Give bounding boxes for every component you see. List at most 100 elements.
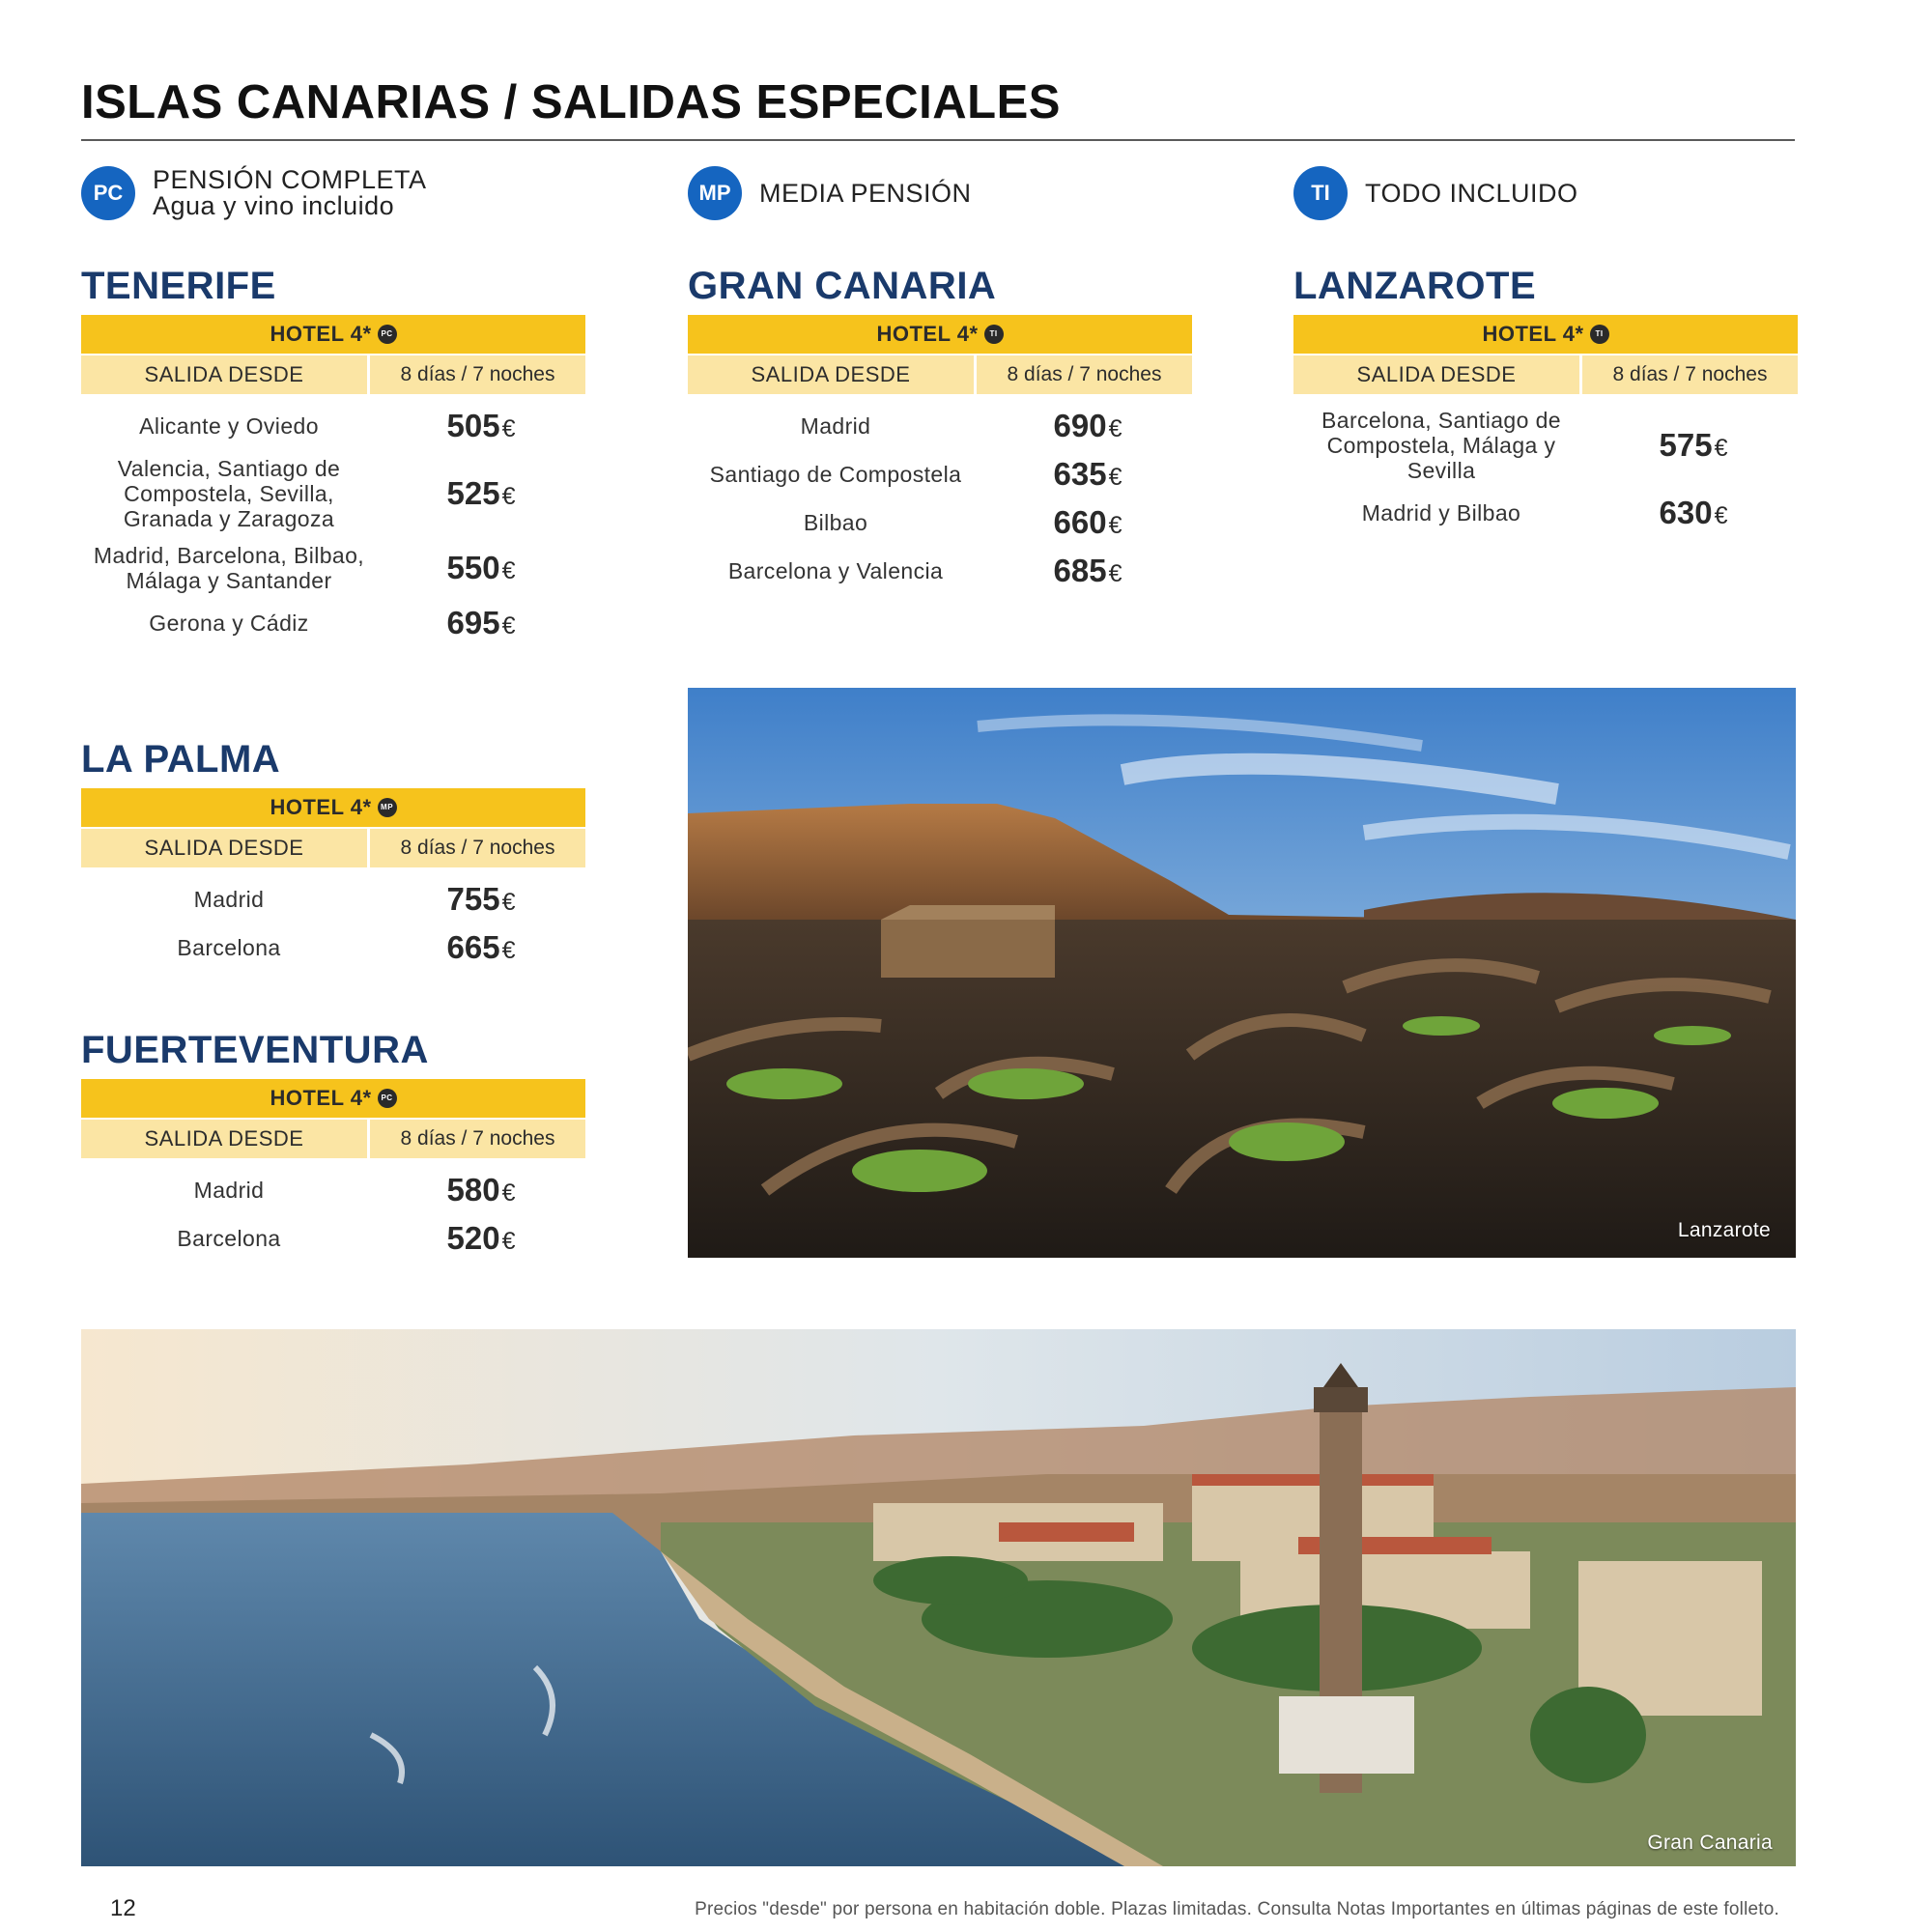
currency-symbol: € xyxy=(1108,415,1122,442)
price-row: Alicante y Oviedo 505€ xyxy=(81,402,585,450)
price-row: Barcelona 665€ xyxy=(81,923,585,972)
price-value: 550€ xyxy=(377,550,585,586)
departure-city: Gerona y Cádiz xyxy=(149,611,309,636)
price-amount: 575 xyxy=(1659,427,1713,463)
island-gran-canaria: GRAN CANARIA HOTEL 4* TI SALIDA DESDE 8 días… xyxy=(688,263,1192,595)
departure-city: Barcelona xyxy=(177,935,281,960)
departure-city: Madrid y Bilbao xyxy=(1361,500,1521,526)
currency-symbol: € xyxy=(1108,512,1122,539)
price-value: 695€ xyxy=(377,605,585,641)
header-divider xyxy=(367,829,370,867)
island-fuerteventura: FUERTEVENTURA HOTEL 4* PC SALIDA DESDE 8 día… xyxy=(81,1027,585,1263)
price-amount: 630 xyxy=(1659,495,1713,530)
island-la-palma: LA PALMA HOTEL 4* MP SALIDA DESDE 8 días / 7… xyxy=(81,736,585,972)
departure-header: SALIDA DESDE xyxy=(144,1126,304,1151)
hotel-label: HOTEL 4* xyxy=(270,1086,372,1110)
price-value: 575€ xyxy=(1589,427,1798,464)
price-value: 580€ xyxy=(377,1172,585,1208)
table-header: SALIDA DESDE 8 días / 7 noches xyxy=(1293,355,1798,394)
island-name: TENERIFE xyxy=(81,265,276,307)
departure-header: SALIDA DESDE xyxy=(144,362,304,386)
departure-city: Valencia, Santiago de Compostela, Sevill… xyxy=(117,456,341,531)
island-name: LANZAROTE xyxy=(1293,265,1537,307)
board-type-icon: PC xyxy=(377,325,397,344)
page-title: ISLAS CANARIAS / SALIDAS ESPECIALES xyxy=(81,76,1061,128)
price-row: Madrid, Barcelona, Bilbao, Málaga y Sant… xyxy=(81,537,585,599)
price-row: Madrid y Bilbao 630€ xyxy=(1293,489,1798,537)
board-type-icon: TI xyxy=(1589,325,1609,344)
currency-symbol: € xyxy=(501,889,516,916)
hotel-category-bar: HOTEL 4* TI xyxy=(1293,315,1798,354)
gran-canaria-lighthouse-image xyxy=(81,1329,1796,1866)
departure-header: SALIDA DESDE xyxy=(1356,362,1517,386)
price-row: Gerona y Cádiz 695€ xyxy=(81,599,585,647)
price-row: Bilbao 660€ xyxy=(688,498,1192,547)
mp-badge-icon: MP xyxy=(688,166,742,220)
price-row: Barcelona 520€ xyxy=(81,1214,585,1263)
price-row: Valencia, Santiago de Compostela, Sevill… xyxy=(81,450,585,537)
lanzarote-caption: Lanzarote xyxy=(1677,1219,1771,1241)
price-row: Madrid 690€ xyxy=(688,402,1192,450)
hotel-category-bar: HOTEL 4* TI xyxy=(688,315,1192,354)
price-amount: 525 xyxy=(446,475,500,511)
price-amount: 755 xyxy=(446,881,500,917)
duration-header: 8 días / 7 noches xyxy=(1007,363,1162,385)
price-row: Madrid 755€ xyxy=(81,875,585,923)
departure-city: Alicante y Oviedo xyxy=(139,413,319,439)
departure-city: Barcelona xyxy=(177,1226,281,1251)
gran-canaria-photo: Gran Canaria xyxy=(81,1329,1796,1866)
price-row: Barcelona, Santiago de Compostela, Málag… xyxy=(1293,402,1798,489)
legend-pension-completa: PC PENSIÓN COMPLETA Agua y vino incluido xyxy=(81,166,427,220)
header-divider xyxy=(367,1120,370,1158)
duration-header: 8 días / 7 noches xyxy=(400,837,555,859)
departure-city: Madrid xyxy=(193,887,265,912)
price-amount: 690 xyxy=(1053,408,1107,443)
price-row: Madrid 580€ xyxy=(81,1166,585,1214)
board-type-icon: PC xyxy=(377,1089,397,1108)
hotel-label: HOTEL 4* xyxy=(1482,322,1584,346)
departure-city: Madrid, Barcelona, Bilbao, Málaga y Sant… xyxy=(93,543,365,593)
price-amount: 505 xyxy=(446,408,500,443)
pc-badge-icon: PC xyxy=(81,166,135,220)
price-row: Santiago de Compostela 635€ xyxy=(688,450,1192,498)
departure-city: Santiago de Compostela xyxy=(709,462,962,487)
hotel-category-bar: HOTEL 4* PC xyxy=(81,315,585,354)
legend-label: PENSIÓN COMPLETA xyxy=(153,165,427,194)
legend-label: MEDIA PENSIÓN xyxy=(759,178,972,208)
hotel-label: HOTEL 4* xyxy=(270,322,372,346)
price-row: Barcelona y Valencia 685€ xyxy=(688,547,1192,595)
board-type-icon: MP xyxy=(377,798,397,817)
hotel-category-bar: HOTEL 4* PC xyxy=(81,1079,585,1118)
departure-city: Madrid xyxy=(193,1178,265,1203)
currency-symbol: € xyxy=(501,483,516,510)
currency-symbol: € xyxy=(501,612,516,639)
departure-city: Barcelona y Valencia xyxy=(727,558,944,583)
duration-header: 8 días / 7 noches xyxy=(400,1127,555,1150)
currency-symbol: € xyxy=(501,557,516,584)
price-amount: 635 xyxy=(1053,456,1107,492)
gran-canaria-caption: Gran Canaria xyxy=(1647,1832,1773,1854)
hotel-label: HOTEL 4* xyxy=(270,795,372,819)
currency-symbol: € xyxy=(1108,464,1122,491)
page-number: 12 xyxy=(110,1895,136,1921)
currency-symbol: € xyxy=(1714,435,1728,462)
price-amount: 660 xyxy=(1053,504,1107,540)
departure-city: Madrid xyxy=(800,413,871,439)
price-value: 525€ xyxy=(377,475,585,512)
ti-badge-icon: TI xyxy=(1293,166,1348,220)
legend-sublabel: Agua y vino incluido xyxy=(153,191,395,220)
legend-media-pension: MP MEDIA PENSIÓN xyxy=(688,166,972,220)
table-header: SALIDA DESDE 8 días / 7 noches xyxy=(81,1120,585,1158)
price-value: 635€ xyxy=(983,456,1192,493)
header-divider xyxy=(367,355,370,394)
price-value: 505€ xyxy=(377,408,585,444)
price-amount: 665 xyxy=(446,929,500,965)
price-value: 520€ xyxy=(377,1220,585,1257)
header-divider xyxy=(974,355,977,394)
hotel-label: HOTEL 4* xyxy=(876,322,979,346)
departure-header: SALIDA DESDE xyxy=(144,836,304,860)
price-value: 665€ xyxy=(377,929,585,966)
island-name: FUERTEVENTURA xyxy=(81,1029,429,1071)
table-header: SALIDA DESDE 8 días / 7 noches xyxy=(81,355,585,394)
departure-header: SALIDA DESDE xyxy=(751,362,911,386)
